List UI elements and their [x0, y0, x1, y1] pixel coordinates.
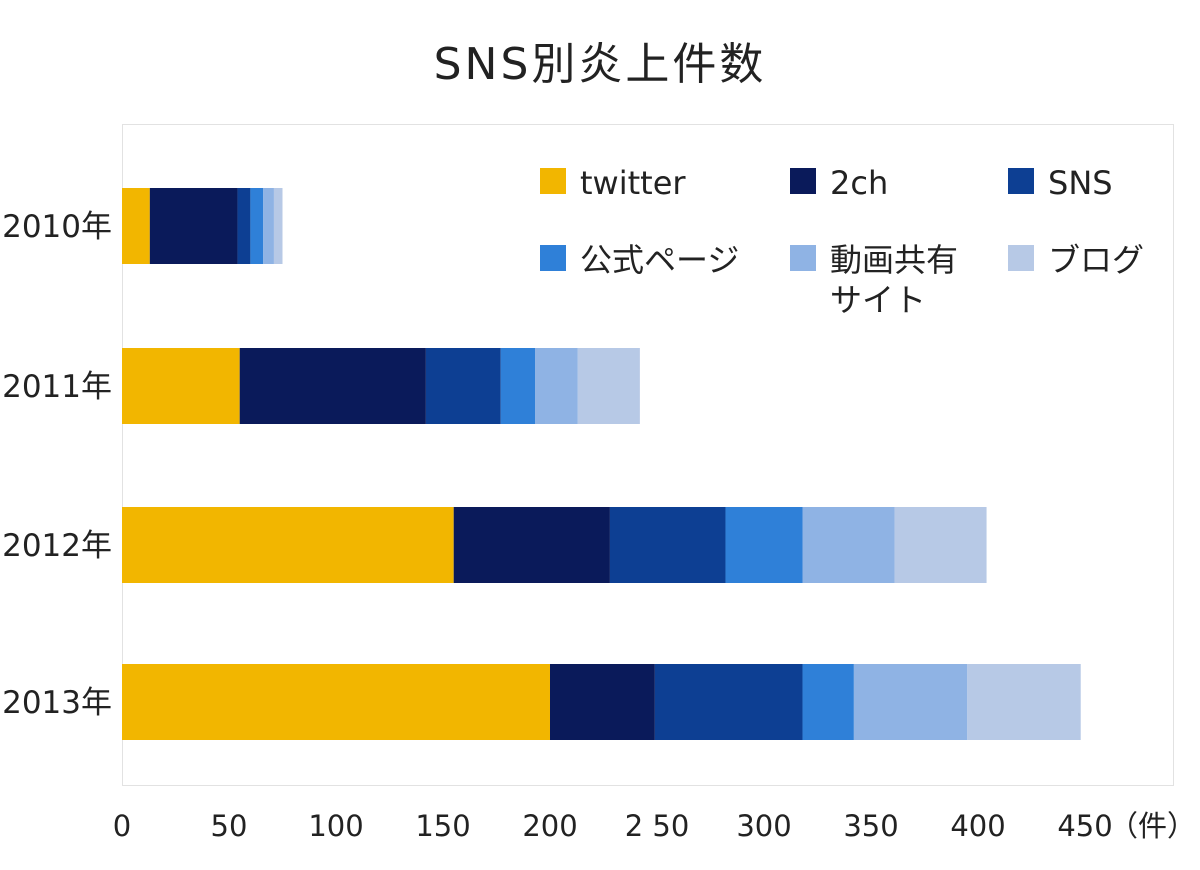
x-tick-label: 150: [415, 809, 470, 843]
x-tick-label: 200: [522, 809, 577, 843]
bar-2-series-5: [894, 507, 987, 583]
bar-2-series-2: [609, 507, 726, 583]
bar-0-series-3: [250, 188, 264, 264]
bar-3-series-4: [853, 664, 968, 740]
legend-label: ブログ: [1048, 241, 1144, 279]
bar-3-series-3: [802, 664, 854, 740]
x-tick-label: 400: [950, 809, 1005, 843]
bar-2-series-3: [725, 507, 803, 583]
legend-label: 2ch: [830, 164, 888, 202]
bar-1-series-3: [500, 348, 536, 424]
legend-label: サイト: [830, 281, 926, 319]
category-label: 2012年: [2, 528, 112, 564]
legend-swatch: [790, 245, 816, 271]
bar-0-series-1: [149, 188, 238, 264]
bar-1-series-5: [577, 348, 640, 424]
bar-3-series-0: [122, 664, 550, 740]
x-tick-label: 450: [1057, 809, 1112, 843]
x-unit-label: （件）: [1109, 809, 1196, 843]
legend-swatch: [540, 245, 566, 271]
bar-3-series-5: [967, 664, 1081, 740]
legend-label: 公式ページ: [580, 241, 739, 279]
category-label: 2011年: [2, 369, 112, 405]
plot-area: [122, 124, 1174, 786]
bar-2-series-1: [453, 507, 610, 583]
x-tick-label: 2 50: [625, 809, 690, 843]
chart-title: SNS別炎上件数: [433, 39, 767, 90]
legend-swatch: [540, 168, 566, 194]
category-label: 2010年: [2, 209, 112, 245]
legend-swatch: [1008, 168, 1034, 194]
bar-0-series-4: [263, 188, 274, 264]
legend-swatch: [1008, 245, 1034, 271]
x-tick-label: 350: [843, 809, 898, 843]
bar-2-series-4: [802, 507, 895, 583]
legend-swatch: [790, 168, 816, 194]
bar-1-series-4: [535, 348, 578, 424]
bar-3-series-1: [550, 664, 655, 740]
bar-0-series-0: [122, 188, 150, 264]
bar-2-series-0: [122, 507, 454, 583]
bar-1-series-2: [425, 348, 501, 424]
x-tick-label: 50: [211, 809, 248, 843]
x-tick-label: 300: [736, 809, 791, 843]
bar-1-series-1: [239, 348, 426, 424]
category-label: 2013年: [2, 685, 112, 721]
bar-0-series-2: [237, 188, 251, 264]
bar-1-series-0: [122, 348, 240, 424]
legend-label: twitter: [580, 164, 686, 202]
x-tick-label: 0: [113, 809, 131, 843]
bar-3-series-2: [654, 664, 803, 740]
x-tick-label: 100: [308, 809, 363, 843]
legend-label: SNS: [1048, 164, 1113, 202]
legend-label: 動画共有: [830, 241, 958, 279]
bar-0-series-5: [273, 188, 283, 264]
